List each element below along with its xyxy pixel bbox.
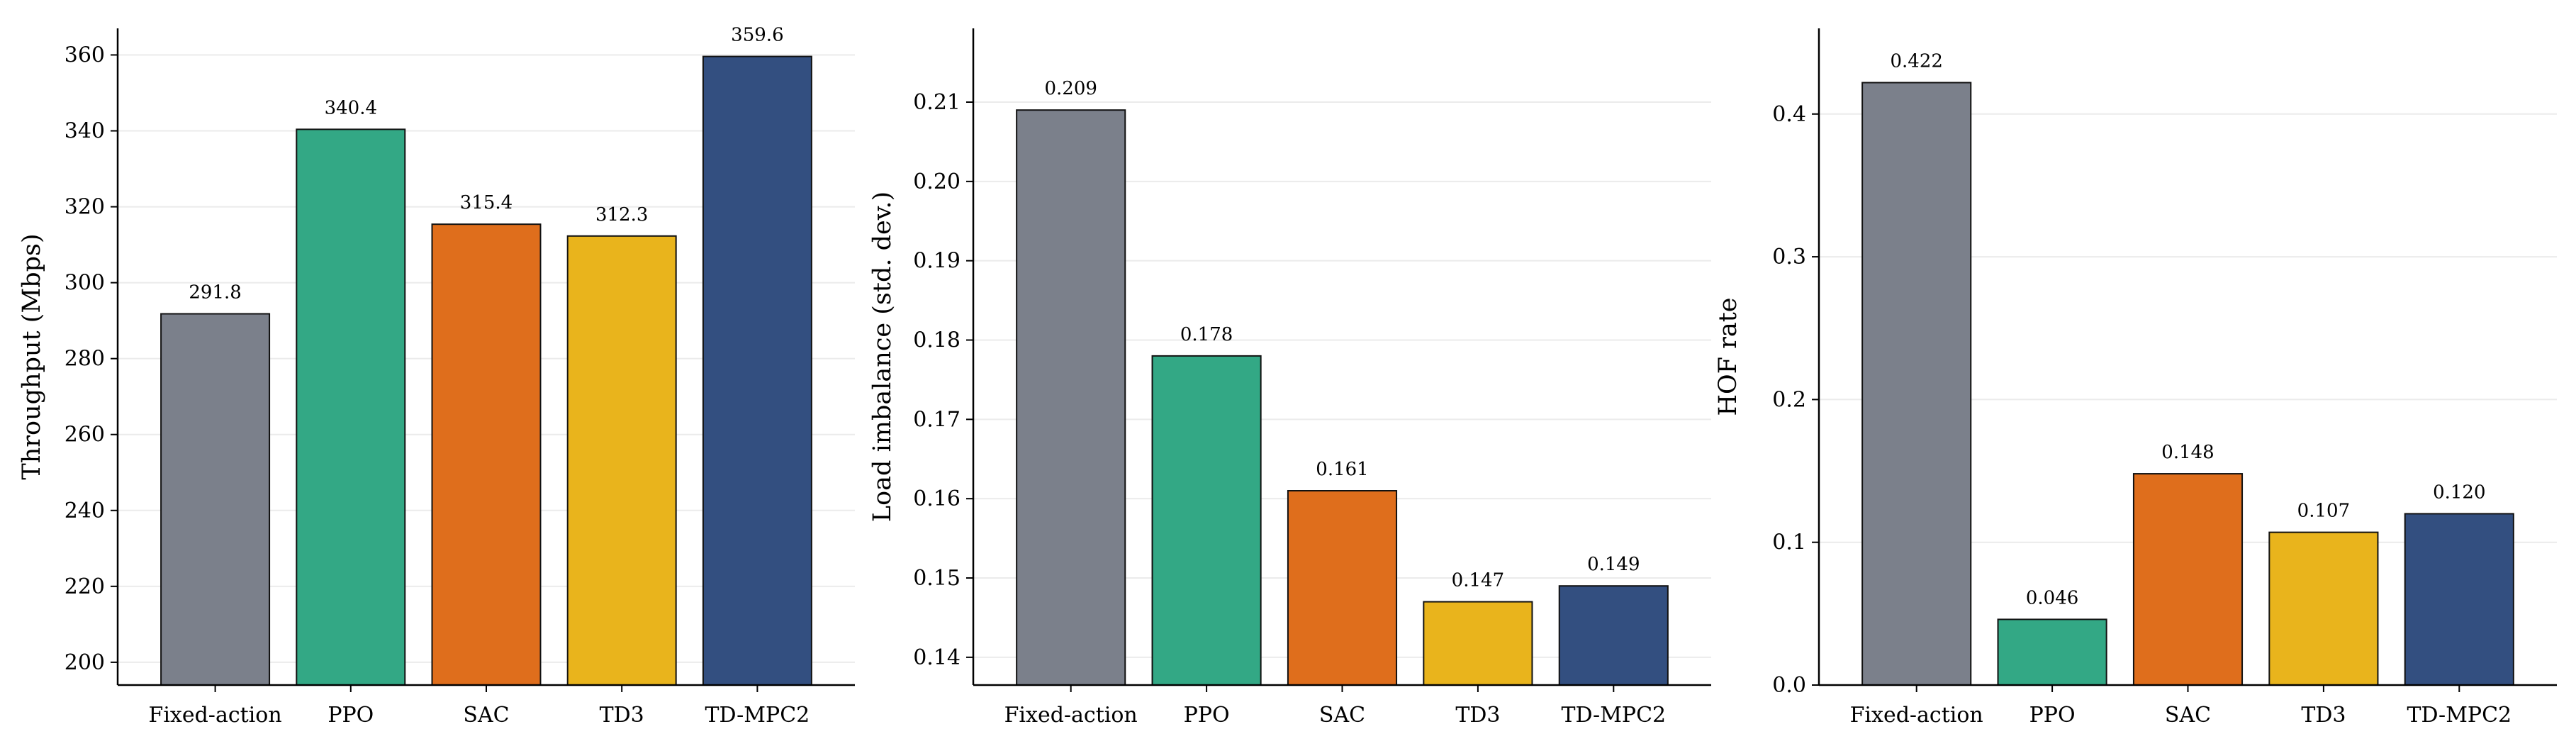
x-tick-label: SAC: [1319, 703, 1365, 728]
x-tick-label: PPO: [1184, 703, 1230, 728]
bar-value-label: 0.149: [1587, 554, 1640, 575]
y-axis-title: Load imbalance (std. dev.): [868, 191, 897, 522]
y-tick-label: 0.4: [1772, 102, 1806, 127]
x-tick-label: Fixed-action: [1004, 703, 1138, 728]
bar-td-mpc2: [702, 55, 812, 686]
bar-value-label: 0.422: [1890, 50, 1942, 72]
y-tick-label: 0.2: [1772, 387, 1806, 412]
chart-panel-2: 0.209 Fixed-action 0.178 PPO 0.161 SAC 0.147 TD…: [868, 28, 1711, 728]
x-tick-label: TD-MPC2: [1561, 703, 1666, 728]
bar-fixed-action: [1016, 109, 1126, 686]
y-tick-label: 0.3: [1772, 245, 1806, 269]
y-tick-label: 220: [65, 574, 105, 599]
x-tick-label: TD-MPC2: [705, 703, 810, 728]
bar-ppo: [1151, 355, 1262, 686]
y-tick-label: 0.1: [1772, 530, 1806, 555]
bar-value-label: 0.046: [2026, 587, 2078, 608]
y-tick-label: 300: [65, 271, 105, 296]
x-tick-label: PPO: [2029, 703, 2076, 728]
bar-sac: [2132, 473, 2244, 686]
bar-td3: [566, 235, 677, 686]
bar-ppo: [1997, 618, 2107, 686]
y-tick-label: 200: [65, 650, 105, 675]
y-axis-title: Throughput (Mbps): [18, 233, 46, 479]
x-tick-label: Fixed-action: [149, 703, 282, 728]
bar-sac: [431, 223, 542, 686]
bar-value-label: 0.147: [1452, 570, 1504, 591]
x-tick-label: TD3: [600, 703, 644, 728]
chart-panel-1: 291.8 Fixed-action 340.4 PPO 315.4 SAC 312.3 TD…: [18, 25, 855, 728]
x-tick-label: SAC: [463, 703, 509, 728]
bar-value-label: 340.4: [325, 97, 377, 118]
bar-value-label: 315.4: [460, 192, 513, 213]
y-tick-label: 240: [65, 499, 105, 523]
y-tick-label: 280: [65, 347, 105, 372]
bar-value-label: 291.8: [189, 282, 241, 304]
bar-fixed-action: [1861, 82, 1972, 686]
x-tick-label: TD3: [1455, 703, 1500, 728]
x-tick-label: SAC: [2165, 703, 2211, 728]
bar-value-label: 0.178: [1180, 324, 1233, 345]
y-axis-title: HOF rate: [1714, 297, 1742, 416]
bar-value-label: 359.6: [731, 25, 783, 46]
bar-ppo: [296, 128, 406, 686]
bar-value-label: 312.3: [595, 204, 648, 226]
x-tick-label: Fixed-action: [1850, 703, 1983, 728]
x-tick-label: PPO: [327, 703, 374, 728]
y-tick-label: 320: [65, 195, 105, 220]
y-tick-label: 0.21: [913, 90, 961, 115]
chart-panel-3: 0.422 Fixed-action 0.046 PPO 0.148 SAC 0.107 TD…: [1714, 28, 2557, 728]
bar-sac: [1287, 490, 1398, 686]
bar-value-label: 0.209: [1044, 78, 1097, 99]
y-tick-label: 0.16: [913, 486, 961, 511]
x-tick-label: TD3: [2301, 703, 2346, 728]
bar-td3: [2268, 531, 2379, 686]
bar-td-mpc2: [2404, 513, 2514, 686]
y-tick-label: 0.17: [913, 407, 961, 432]
y-tick-label: 0.18: [913, 328, 961, 353]
bar-td3: [1423, 601, 1533, 686]
y-tick-label: 0.15: [913, 566, 961, 591]
y-tick-label: 0.19: [913, 249, 961, 274]
bar-td-mpc2: [1558, 585, 1669, 686]
bar-value-label: 0.120: [2433, 482, 2485, 503]
y-tick-label: 260: [65, 423, 105, 447]
y-tick-label: 340: [65, 119, 105, 144]
y-tick-label: 360: [65, 43, 105, 67]
bar-value-label: 0.161: [1316, 459, 1368, 480]
y-tick-label: 0.14: [913, 645, 961, 670]
y-tick-label: 0.20: [913, 169, 961, 194]
y-tick-label: 0.0: [1772, 673, 1806, 698]
bar-value-label: 0.107: [2297, 501, 2350, 522]
x-tick-label: TD-MPC2: [2407, 703, 2511, 728]
bar-value-label: 0.148: [2161, 442, 2214, 463]
bar-fixed-action: [160, 313, 271, 686]
